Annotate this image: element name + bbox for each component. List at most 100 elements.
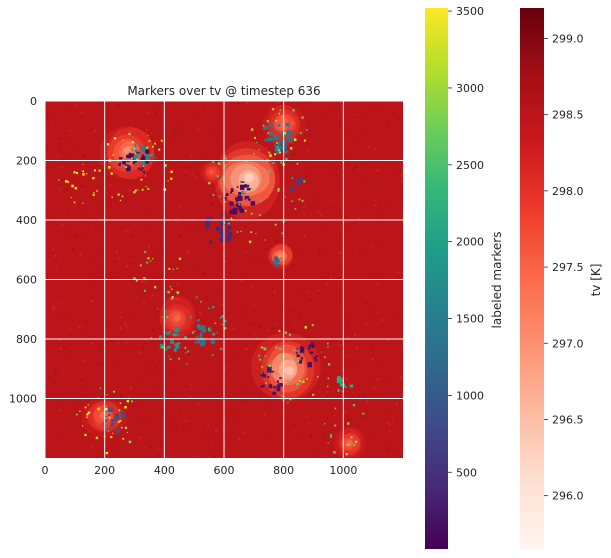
- tv-noise-cell: [92, 261, 95, 264]
- marker-speckle: [352, 404, 356, 407]
- x-axis: 0 200 400 600 800 1000: [42, 464, 358, 477]
- marker-speckle: [200, 300, 202, 303]
- marker-cell: [107, 414, 111, 417]
- tv-noise-cell: [93, 129, 96, 132]
- tv-noise-cell: [126, 325, 129, 328]
- tv-noise-cell: [372, 386, 375, 389]
- tv-noise-cell: [387, 199, 390, 203]
- tv-noise-cell: [387, 382, 390, 385]
- marker-speckle: [215, 175, 217, 177]
- marker-cell: [230, 188, 234, 192]
- tv-noise-cell: [142, 217, 146, 220]
- tv-noise-cell: [208, 128, 211, 131]
- marker-speckle: [149, 139, 151, 141]
- marker-cell: [349, 384, 354, 388]
- marker-cell: [224, 197, 227, 200]
- tv-noise-cell: [183, 277, 186, 280]
- tv-noise-cell: [367, 438, 370, 441]
- marker-cell: [316, 355, 318, 357]
- tv-noise-cell: [171, 141, 174, 144]
- tv-noise-cell: [91, 398, 94, 401]
- tv-noise-cell: [61, 166, 64, 169]
- tv-noise-cell: [310, 128, 313, 131]
- tv-noise-cell: [81, 109, 84, 112]
- marker-speckle: [301, 199, 304, 202]
- tv-noise-cell: [395, 402, 399, 405]
- colorbar-tick-label: 298.0: [552, 185, 584, 198]
- tv-noise-cell: [80, 117, 84, 120]
- marker-speckle: [224, 155, 227, 157]
- marker-cell: [267, 137, 272, 142]
- tv-noise-cell: [315, 453, 318, 457]
- tv-noise-cell: [237, 353, 240, 356]
- tv-noise-cell: [61, 303, 65, 306]
- tv-noise-cell: [335, 295, 338, 298]
- marker-speckle: [362, 412, 365, 415]
- tv-noise-cell: [107, 111, 110, 114]
- tv-noise-cell: [195, 147, 198, 150]
- tv-noise-cell: [290, 328, 293, 331]
- tv-noise-cell: [212, 430, 215, 433]
- marker-cell: [201, 341, 206, 345]
- marker-speckle: [208, 182, 211, 185]
- tv-noise-cell: [196, 171, 199, 175]
- marker-speckle: [122, 437, 125, 440]
- tv-noise-cell: [320, 368, 323, 371]
- tv-noise-cell: [101, 251, 104, 254]
- tv-noise-cell: [364, 114, 367, 117]
- tv-noise-cell: [327, 226, 330, 229]
- marker-cell: [238, 192, 242, 195]
- tv-noise-cell: [388, 338, 391, 341]
- tv-noise-cell: [240, 279, 243, 282]
- tv-noise-cell: [348, 419, 351, 422]
- tv-noise-cell: [147, 111, 150, 114]
- colorbar-tick-label: 299.0: [552, 32, 584, 45]
- marker-cell: [115, 413, 120, 418]
- tv-noise-cell: [190, 155, 193, 158]
- tv-noise-cell: [388, 443, 392, 446]
- marker-speckle: [106, 143, 110, 146]
- tv-noise-cell: [245, 226, 248, 229]
- tv-noise-cell: [245, 265, 248, 268]
- marker-cell: [196, 324, 201, 329]
- marker-speckle: [216, 331, 218, 334]
- y-tick-label: 400: [16, 214, 37, 227]
- marker-cell: [278, 383, 283, 387]
- marker-speckle: [131, 141, 134, 144]
- tv-noise-cell: [90, 225, 93, 228]
- marker-cell: [274, 145, 280, 152]
- tv-noise-cell: [366, 438, 369, 441]
- tv-noise-cell: [378, 457, 381, 458]
- tv-noise-cell: [392, 255, 395, 259]
- tv-noise-cell: [187, 250, 190, 253]
- tv-noise-cell: [83, 154, 86, 157]
- tv-noise-cell: [195, 266, 198, 269]
- marker-cell: [194, 330, 197, 332]
- tv-noise-cell: [309, 435, 312, 438]
- marker-cell: [199, 334, 203, 339]
- tv-noise-cell: [178, 111, 181, 114]
- tv-noise-cell: [251, 283, 254, 286]
- tv-noise-cell: [340, 270, 343, 273]
- marker-cell: [275, 263, 278, 268]
- tv-noise-cell: [157, 390, 160, 393]
- tv-noise-cell: [369, 264, 372, 267]
- tv-noise-cell: [385, 353, 388, 356]
- tv-noise-cell: [388, 230, 391, 233]
- marker-cell: [310, 342, 314, 346]
- marker-cell: [105, 415, 107, 417]
- marker-cell: [268, 129, 270, 131]
- marker-speckle: [246, 160, 248, 162]
- marker-cell: [275, 138, 277, 140]
- marker-cell: [159, 343, 164, 349]
- tv-noise-cell: [174, 411, 177, 415]
- marker-cell: [174, 333, 179, 336]
- tv-noise-cell: [329, 170, 332, 173]
- tv-noise-cell: [384, 309, 387, 312]
- tv-noise-cell: [125, 265, 129, 268]
- tv-noise-cell: [212, 455, 215, 458]
- marker-cell: [121, 414, 125, 419]
- marker-cell: [285, 123, 290, 127]
- marker-cell: [288, 137, 293, 142]
- marker-speckle: [185, 352, 187, 354]
